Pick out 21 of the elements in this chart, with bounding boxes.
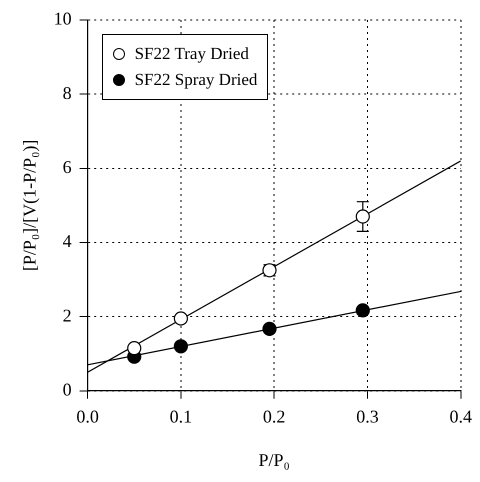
x-tick-label: 0.2 — [262, 406, 286, 426]
x-tick-label: 0.1 — [170, 406, 192, 426]
point — [262, 322, 277, 336]
y-axis-title: [P/P₀]/[V(1-P/P₀)] — [20, 140, 40, 272]
y-tick-label: 4 — [62, 231, 72, 252]
y-tick-label: 10 — [54, 8, 72, 29]
y-tick-label: 8 — [62, 82, 72, 103]
x-tick-label: 0.0 — [76, 406, 99, 426]
y-tick-label: 6 — [62, 157, 72, 178]
legend-label: SF22 Tray Dried — [134, 43, 249, 65]
point — [127, 341, 142, 356]
y-tick-label: 2 — [62, 305, 72, 326]
point — [174, 339, 188, 354]
x-tick-label: 0.4 — [450, 406, 472, 426]
x-tick-label: 0.3 — [356, 406, 379, 426]
point — [356, 209, 370, 224]
point — [174, 311, 188, 326]
x-axis-title: P/P₀ — [258, 450, 290, 470]
y-tick-label: 0 — [62, 380, 72, 400]
legend-label: SF22 Spray Dried — [134, 69, 258, 91]
point — [356, 303, 370, 318]
